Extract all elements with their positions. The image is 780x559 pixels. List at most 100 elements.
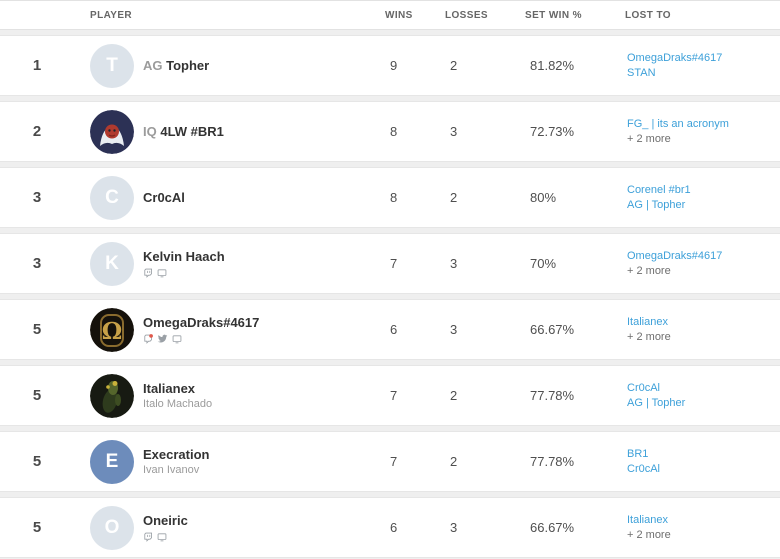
- monitor-icon[interactable]: [172, 334, 182, 344]
- table-row[interactable]: 5 Italianex Italo Machado 7 2 77.78% Cr0cAl AG …: [0, 365, 780, 426]
- player-cell: O Oneiric: [90, 505, 385, 550]
- omega-avatar: Ω: [90, 307, 134, 352]
- letter-avatar: K: [90, 241, 134, 286]
- player-gamertag: OmegaDraks#4617: [143, 315, 260, 330]
- rank-value: 5: [32, 453, 42, 470]
- table-body: 1 T AG Topher 9 2 81.82% OmegaDraks#4617 STAN 2 I…: [0, 35, 780, 558]
- table-row[interactable]: 2 IQ 4LW #BR1 8 3 72.73% FG_ | its an acronym…: [0, 101, 780, 162]
- avatar-letter: C: [105, 186, 119, 208]
- player-cell: K Kelvin Haach: [90, 241, 385, 286]
- lost-to-cell: FG_ | its an acronym + 2 more: [625, 117, 780, 147]
- losses-value: 3: [450, 124, 458, 139]
- player-cell: T AG Topher: [90, 43, 385, 88]
- set-win-value: 72.73%: [530, 124, 575, 139]
- table-row[interactable]: 3 K Kelvin Haach 7 3 70% OmegaDraks#4617 + 2 mo…: [0, 233, 780, 294]
- player-info: Kelvin Haach: [143, 249, 225, 278]
- lost-to-link[interactable]: FG_ | its an acronym: [627, 117, 729, 130]
- lost-to-link[interactable]: Cr0cAl: [627, 381, 661, 394]
- player-cell: C Cr0cAl: [90, 175, 385, 220]
- lost-to-link[interactable]: OmegaDraks#4617: [627, 51, 723, 64]
- lost-to-cell: OmegaDraks#4617 STAN: [625, 51, 780, 81]
- rank-value: 5: [32, 387, 42, 404]
- lost-to-link[interactable]: OmegaDraks#4617: [627, 249, 723, 262]
- player-subtitle: Ivan Ivanov: [143, 464, 200, 476]
- wins-value: 7: [390, 256, 398, 271]
- player-gamertag: Execration: [143, 447, 210, 462]
- player-social-links: [143, 333, 259, 344]
- letter-avatar: T: [90, 43, 134, 88]
- rank-value: 1: [32, 57, 42, 74]
- player-name: Cr0cAl: [143, 190, 185, 205]
- wins-value: 8: [390, 190, 398, 205]
- avatar-letter: O: [104, 516, 120, 538]
- set-win-value: 81.82%: [530, 58, 575, 73]
- player-gamertag: Cr0cAl: [143, 190, 185, 205]
- lost-to-more: + 2 more: [627, 264, 671, 277]
- table-row[interactable]: 3 C Cr0cAl 8 2 80% Corenel #br1 AG | Topher: [0, 167, 780, 228]
- lost-to-cell: BR1 Cr0cAl: [625, 447, 780, 477]
- lost-to-cell: Italianex + 2 more: [625, 315, 780, 345]
- table-row[interactable]: 5 Ω OmegaDraks#4617 6 3 66.67% Italianex + 2 mo…: [0, 299, 780, 360]
- player-subtitle: Italo Machado: [143, 398, 213, 410]
- player-name: OmegaDraks#4617: [143, 315, 259, 330]
- losses-value: 2: [450, 190, 458, 205]
- twitch-icon[interactable]: [143, 268, 153, 278]
- svg-text:Ω: Ω: [102, 318, 122, 345]
- lost-to-link[interactable]: Cr0cAl: [627, 462, 661, 475]
- lost-to-link[interactable]: STAN: [627, 66, 656, 79]
- rank-value: 3: [32, 189, 42, 206]
- player-name: AG Topher: [143, 58, 209, 73]
- set-win-value: 66.67%: [530, 520, 575, 535]
- player-name: Kelvin Haach: [143, 249, 225, 264]
- player-prefix: IQ: [143, 124, 161, 139]
- letter-avatar: C: [90, 175, 134, 220]
- lost-to-link[interactable]: Italianex: [627, 513, 668, 526]
- losses-value: 2: [450, 58, 458, 73]
- lost-to-link[interactable]: Italianex: [627, 315, 668, 328]
- letter-avatar: O: [90, 505, 134, 550]
- player-name: IQ 4LW #BR1: [143, 124, 224, 139]
- monitor-icon[interactable]: [157, 532, 167, 542]
- table-row[interactable]: 5 O Oneiric 6 3 66.67% Italianex + 2 more: [0, 497, 780, 558]
- player-cell: IQ 4LW #BR1: [90, 109, 385, 154]
- player-info: Cr0cAl: [143, 190, 185, 205]
- player-cell: Italianex Italo Machado: [90, 373, 385, 418]
- monitor-icon[interactable]: [157, 268, 167, 278]
- lost-to-link[interactable]: BR1: [627, 447, 649, 460]
- losses-column-header: LOSSES: [445, 9, 488, 21]
- table-header: PLAYER WINS LOSSES SET WIN % LOST TO: [0, 0, 780, 30]
- lost-to-column-header: LOST TO: [625, 9, 671, 21]
- lost-to-more: + 2 more: [627, 330, 671, 343]
- lost-to-link[interactable]: AG | Topher: [627, 198, 686, 211]
- lost-to-link[interactable]: AG | Topher: [627, 396, 686, 409]
- player-cell: Ω OmegaDraks#4617: [90, 307, 385, 352]
- lost-to-link[interactable]: Corenel #br1: [627, 183, 691, 196]
- player-column-header: PLAYER: [90, 9, 133, 21]
- rank-value: 5: [32, 321, 42, 338]
- losses-value: 2: [450, 454, 458, 469]
- player-cell: E Execration Ivan Ivanov: [90, 439, 385, 484]
- twitch-icon[interactable]: [143, 532, 153, 542]
- player-social-links: [143, 267, 225, 278]
- player-info: Italianex Italo Machado: [143, 381, 212, 410]
- losses-value: 3: [450, 322, 458, 337]
- set-win-value: 77.78%: [530, 454, 575, 469]
- rank-value: 5: [32, 519, 42, 536]
- player-gamertag: 4LW #BR1: [160, 124, 224, 139]
- avatar-letter: E: [105, 450, 119, 472]
- set-win-value: 80%: [530, 190, 557, 205]
- lost-to-cell: Italianex + 2 more: [625, 513, 780, 543]
- twitter-icon[interactable]: [157, 333, 168, 344]
- avatar-letter: K: [105, 252, 119, 274]
- twitch-live-icon[interactable]: [143, 333, 153, 344]
- set-win-column-header: SET WIN %: [525, 9, 582, 21]
- player-info: AG Topher: [143, 58, 209, 73]
- yeti-avatar: [90, 109, 134, 154]
- set-win-value: 66.67%: [530, 322, 575, 337]
- wins-value: 8: [390, 124, 398, 139]
- player-name: Italianex: [143, 381, 212, 396]
- table-row[interactable]: 1 T AG Topher 9 2 81.82% OmegaDraks#4617 STAN: [0, 35, 780, 96]
- lost-to-more: + 2 more: [627, 528, 671, 541]
- player-gamertag: Kelvin Haach: [143, 249, 225, 264]
- table-row[interactable]: 5 E Execration Ivan Ivanov 7 2 77.78% BR1 Cr0cAl: [0, 431, 780, 492]
